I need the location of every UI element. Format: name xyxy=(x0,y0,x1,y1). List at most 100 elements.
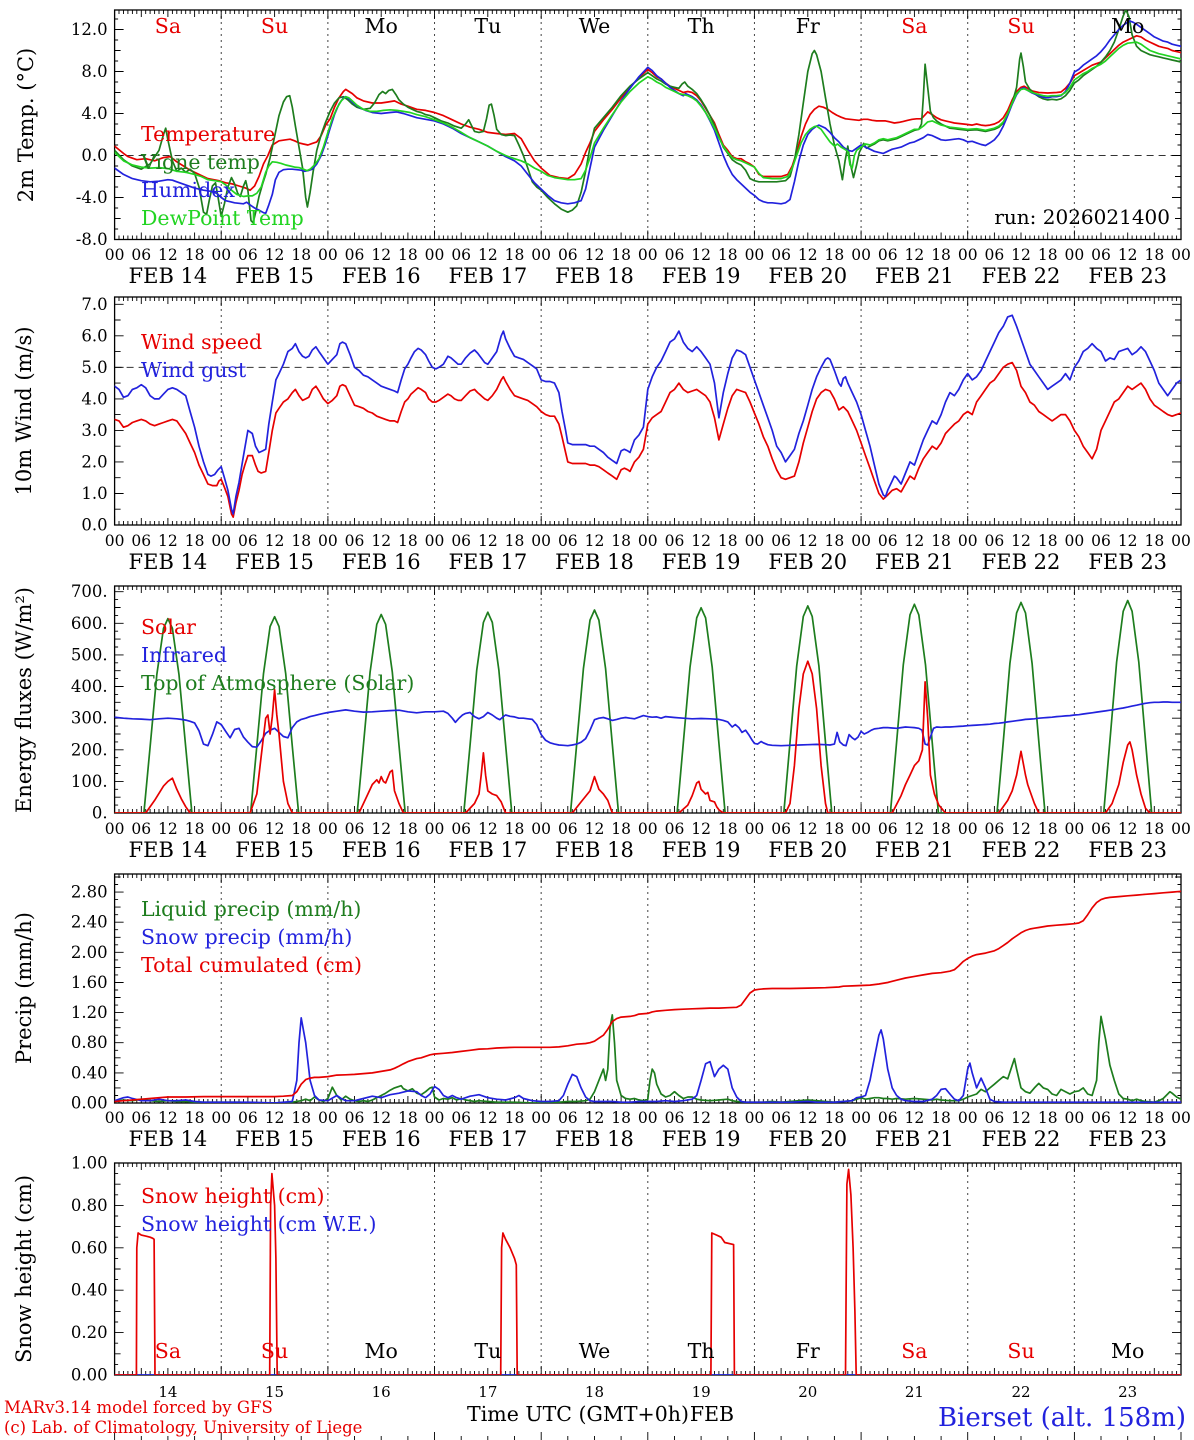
x-ticks-top xyxy=(114,586,1182,595)
x-tick-label: 18 xyxy=(291,820,311,838)
x-tick-label: 00 xyxy=(531,246,551,264)
legend-humidex: Humidex xyxy=(141,178,235,202)
date-label: FEB 17 xyxy=(448,1127,527,1151)
y-tick-label: 1.20 xyxy=(71,1003,108,1022)
day-number-label: 16 xyxy=(372,1383,391,1401)
y-tick-label: 2.40 xyxy=(71,913,108,932)
x-tick-label: 06 xyxy=(345,1109,365,1127)
x-tick-label: 00 xyxy=(318,246,338,264)
x-tick-label: 06 xyxy=(451,820,471,838)
day-number-label: 17 xyxy=(478,1383,497,1401)
y-tick-label: -8.0 xyxy=(76,230,108,249)
x-tick-label: 00 xyxy=(318,820,338,838)
x-tick-label: 06 xyxy=(451,1109,471,1127)
x-tick-label: 06 xyxy=(878,1109,898,1127)
date-label: FEB 19 xyxy=(662,838,741,862)
legend-temperature: Temperature xyxy=(141,122,275,146)
date-label: FEB 22 xyxy=(982,264,1061,288)
x-tick-label: 18 xyxy=(291,532,311,550)
x-tick-label: 06 xyxy=(665,246,685,264)
x-tick-label: 12 xyxy=(1118,246,1138,264)
x-tick-label: 00 xyxy=(531,820,551,838)
x-tick-label: 12 xyxy=(371,246,391,264)
panel-frame xyxy=(113,296,1182,526)
x-tick-label: 06 xyxy=(665,1109,685,1127)
date-label: FEB 22 xyxy=(982,550,1061,574)
date-label: FEB 19 xyxy=(662,1127,741,1151)
weekday-label: Sa xyxy=(155,14,181,38)
x-tick-label: 06 xyxy=(131,246,151,264)
legend-snow-height-we: Snow height (cm W.E.) xyxy=(141,1212,377,1236)
y-tick-label: 0.40 xyxy=(71,1063,108,1082)
x-tick-label: 12 xyxy=(478,1109,498,1127)
x-tick-label: 06 xyxy=(558,532,578,550)
x-tick-label: 00 xyxy=(851,532,871,550)
date-label: FEB 16 xyxy=(342,550,421,574)
run-timestamp-label: run: 2026021400 xyxy=(994,205,1170,229)
y-tick-label: 100. xyxy=(71,772,108,791)
x-tick-label: 18 xyxy=(611,820,631,838)
x-tick-label: 12 xyxy=(798,820,818,838)
y-tick-label: 0.0 xyxy=(81,146,107,165)
weekday-label: Mo xyxy=(365,1339,398,1363)
x-tick-label: 00 xyxy=(958,532,978,550)
x-tick-label: 00 xyxy=(745,820,765,838)
x-tick-label: 18 xyxy=(185,532,205,550)
y-tick-label: 0.00 xyxy=(71,1366,108,1385)
day-number-label: 18 xyxy=(585,1383,604,1401)
date-label: FEB 21 xyxy=(875,264,954,288)
x-tick-label: 12 xyxy=(158,820,178,838)
x-ticks-bottom xyxy=(114,516,1182,525)
station-name-label: Bierset (alt. 158m) xyxy=(938,1403,1186,1433)
x-tick-label: 12 xyxy=(1118,532,1138,550)
legend-toa-solar: Top of Atmosphere (Solar) xyxy=(141,671,414,695)
panel-frame xyxy=(113,9,1182,241)
x-tick-label: 12 xyxy=(1011,1109,1031,1127)
x-tick-label: 12 xyxy=(265,532,285,550)
y-tick-label: 0.40 xyxy=(71,1281,108,1300)
x-tick-label: 00 xyxy=(425,1109,445,1127)
x-tick-label: 00 xyxy=(105,532,125,550)
x-tick-label: 18 xyxy=(1144,532,1164,550)
date-label: FEB 21 xyxy=(875,1127,954,1151)
y-tick-label: 0.20 xyxy=(71,1323,108,1342)
x-tick-label: 00 xyxy=(638,532,658,550)
x-tick-label: 12 xyxy=(798,1109,818,1127)
x-tick-label: 12 xyxy=(478,820,498,838)
day-number-label: 22 xyxy=(1011,1383,1030,1401)
legend-dewpoint: DewPoint Temp xyxy=(141,206,304,230)
x-tick-label: 00 xyxy=(1064,820,1084,838)
x-axis-month-label: FEB xyxy=(690,1402,734,1426)
weekday-label: Sa xyxy=(901,14,927,38)
x-tick-label: 06 xyxy=(131,1109,151,1127)
x-tick-label: 06 xyxy=(451,532,471,550)
x-tick-label: 18 xyxy=(1038,532,1058,550)
x-tick-label: 18 xyxy=(931,820,951,838)
weekday-label: Mo xyxy=(1111,14,1144,38)
x-tick-label: 18 xyxy=(611,532,631,550)
x-tick-label: 18 xyxy=(825,532,845,550)
y-tick-label: 0.0 xyxy=(81,516,107,535)
x-tick-label: 18 xyxy=(291,246,311,264)
x-tick-label: 12 xyxy=(158,246,178,264)
y-tick-label: 7.0 xyxy=(81,295,107,314)
x-tick-label: 12 xyxy=(905,1109,925,1127)
y-tick-label: 5.0 xyxy=(81,358,107,377)
date-label: FEB 18 xyxy=(555,264,634,288)
x-tick-label: 00 xyxy=(638,246,658,264)
weekday-label: Su xyxy=(261,1339,288,1363)
x-tick-label: 12 xyxy=(158,1109,178,1127)
weekday-label: We xyxy=(579,14,611,38)
x-tick-label: 18 xyxy=(1144,1109,1164,1127)
series-wind-gust xyxy=(114,314,1182,515)
x-tick-label: 06 xyxy=(665,532,685,550)
x-tick-label: 00 xyxy=(105,246,125,264)
x-tick-label: 12 xyxy=(1011,246,1031,264)
y-tick-label: 600. xyxy=(71,614,108,633)
day-number-label: 23 xyxy=(1118,1383,1137,1401)
x-tick-label: 00 xyxy=(1064,1109,1084,1127)
x-tick-label: 12 xyxy=(691,246,711,264)
date-label: FEB 15 xyxy=(235,1127,314,1151)
x-tick-label: 12 xyxy=(691,1109,711,1127)
